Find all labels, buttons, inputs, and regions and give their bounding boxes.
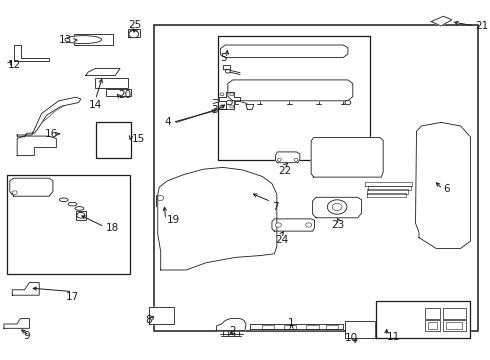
Polygon shape <box>250 324 343 329</box>
Polygon shape <box>367 193 406 197</box>
Circle shape <box>157 195 164 201</box>
Polygon shape <box>368 186 411 190</box>
Text: 11: 11 <box>387 332 400 342</box>
Text: 17: 17 <box>66 292 79 302</box>
Polygon shape <box>158 167 277 270</box>
Bar <box>262 325 274 329</box>
Circle shape <box>220 105 224 108</box>
Polygon shape <box>376 301 470 338</box>
Polygon shape <box>219 92 240 109</box>
Circle shape <box>306 223 312 227</box>
Bar <box>425 320 440 331</box>
Polygon shape <box>149 307 174 324</box>
Bar <box>345 321 375 338</box>
Text: 5: 5 <box>220 53 226 63</box>
Polygon shape <box>14 45 49 61</box>
Circle shape <box>294 158 298 161</box>
Polygon shape <box>223 65 230 69</box>
Bar <box>74 34 113 45</box>
Text: 16: 16 <box>45 129 58 139</box>
Polygon shape <box>272 219 315 231</box>
Text: 4: 4 <box>165 117 172 127</box>
Bar <box>154 25 478 331</box>
Polygon shape <box>313 197 362 218</box>
Polygon shape <box>86 68 120 76</box>
Ellipse shape <box>65 36 102 44</box>
Bar <box>326 325 338 329</box>
Ellipse shape <box>59 198 68 202</box>
Text: 22: 22 <box>278 166 292 176</box>
Circle shape <box>12 191 17 194</box>
Polygon shape <box>10 178 53 196</box>
Bar <box>443 308 465 319</box>
Circle shape <box>230 105 234 108</box>
Text: 15: 15 <box>131 134 145 144</box>
Bar <box>443 320 465 331</box>
Text: 14: 14 <box>89 100 102 110</box>
Text: 24: 24 <box>275 235 289 245</box>
Circle shape <box>275 223 281 227</box>
Circle shape <box>130 30 138 35</box>
Text: 6: 6 <box>443 184 450 194</box>
Text: 23: 23 <box>331 220 345 230</box>
Bar <box>106 89 131 96</box>
Text: 12: 12 <box>7 60 21 70</box>
Text: 19: 19 <box>167 215 180 225</box>
Circle shape <box>277 158 281 161</box>
Polygon shape <box>220 45 348 58</box>
Text: 3: 3 <box>211 105 218 115</box>
Text: 8: 8 <box>145 315 152 325</box>
Text: 13: 13 <box>59 35 73 45</box>
Polygon shape <box>217 319 246 330</box>
Text: 20: 20 <box>119 90 132 100</box>
Bar <box>428 322 437 329</box>
Bar <box>284 325 296 329</box>
Polygon shape <box>12 283 39 295</box>
Text: 21: 21 <box>475 21 489 31</box>
Circle shape <box>77 212 85 218</box>
Polygon shape <box>275 152 300 163</box>
Circle shape <box>230 93 234 96</box>
Bar <box>446 322 462 329</box>
Polygon shape <box>365 182 412 186</box>
Polygon shape <box>228 80 353 101</box>
Bar <box>76 211 86 220</box>
Bar <box>129 30 139 35</box>
Bar <box>96 122 131 158</box>
Text: 7: 7 <box>272 202 279 212</box>
Text: 18: 18 <box>105 222 119 233</box>
Polygon shape <box>311 138 383 177</box>
Bar <box>218 36 370 160</box>
Ellipse shape <box>68 202 77 206</box>
Ellipse shape <box>75 207 84 210</box>
Circle shape <box>225 69 230 73</box>
Polygon shape <box>128 29 140 37</box>
Polygon shape <box>17 97 81 137</box>
Circle shape <box>345 100 351 105</box>
Polygon shape <box>431 16 452 26</box>
Bar <box>306 325 318 329</box>
Circle shape <box>332 203 342 211</box>
Bar <box>7 175 130 274</box>
Circle shape <box>327 200 347 214</box>
Polygon shape <box>17 136 56 156</box>
Bar <box>95 78 128 88</box>
Circle shape <box>226 100 232 105</box>
Text: 1: 1 <box>288 318 295 328</box>
Bar <box>156 195 165 206</box>
Polygon shape <box>416 122 470 248</box>
Polygon shape <box>367 189 408 194</box>
Text: 25: 25 <box>128 19 142 30</box>
Text: 10: 10 <box>345 333 358 343</box>
Circle shape <box>220 93 224 96</box>
Text: 2: 2 <box>229 325 236 336</box>
Polygon shape <box>4 319 29 328</box>
Polygon shape <box>246 104 254 109</box>
Text: 9: 9 <box>24 330 30 341</box>
Circle shape <box>129 31 139 38</box>
Bar <box>425 308 440 319</box>
